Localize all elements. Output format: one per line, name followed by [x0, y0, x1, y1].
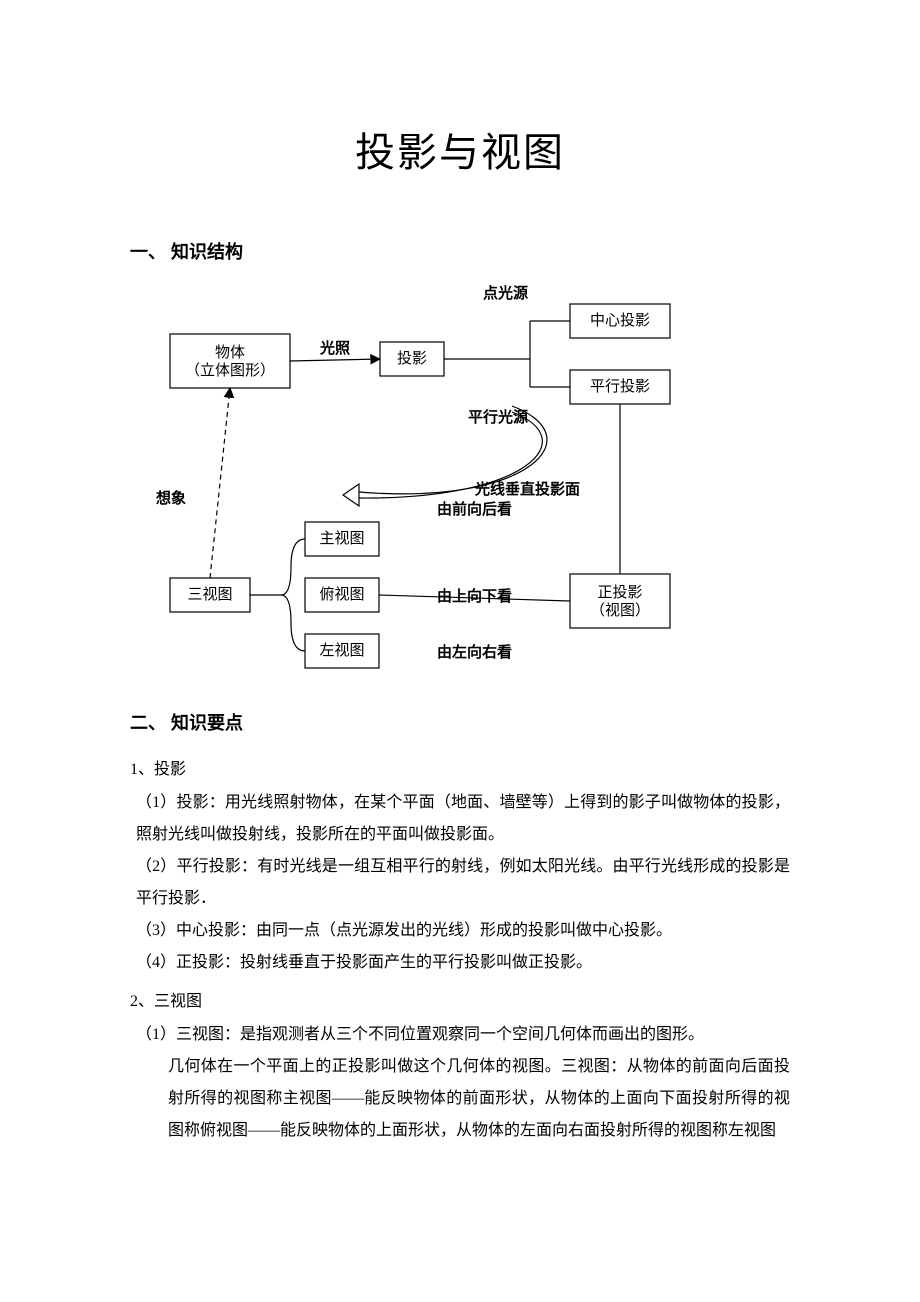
section2-heading: 二、 知识要点: [130, 709, 790, 735]
svg-text:想象: 想象: [155, 489, 186, 507]
topic2-item-lead: （1）三视图：是指观测者从三个不同位置观察同一个空间几何体而画出的图形。: [130, 1019, 790, 1051]
page-title: 投影与视图: [130, 120, 790, 178]
topic2-heading: 2、三视图: [130, 987, 790, 1011]
svg-text:光照: 光照: [319, 339, 350, 357]
svg-text:俯视图: 俯视图: [319, 586, 364, 603]
topic1-heading: 1、投影: [130, 755, 790, 779]
svg-text:（立体图形）: （立体图形）: [185, 362, 275, 379]
topic1-item-2: （2）平行投影：有时光线是一组互相平行的射线，例如太阳光线。由平行光线形成的投影…: [130, 851, 790, 915]
svg-text:由上向下看: 由上向下看: [437, 587, 512, 605]
topic1-item-3: （3）中心投影：由同一点（点光源发出的光线）形成的投影叫做中心投影。: [130, 915, 790, 947]
svg-text:中心投影: 中心投影: [590, 312, 650, 329]
svg-text:由前向后看: 由前向后看: [437, 500, 512, 518]
svg-text:物体: 物体: [215, 344, 245, 361]
svg-text:三视图: 三视图: [187, 586, 232, 603]
svg-text:平行光源: 平行光源: [468, 408, 528, 426]
svg-text:左视图: 左视图: [319, 642, 364, 659]
svg-text:正投影: 正投影: [597, 584, 642, 601]
topic2-item-body: 几何体在一个平面上的正投影叫做这个几何体的视图。三视图：从物体的前面向后面投射所…: [130, 1051, 790, 1147]
svg-text:主视图: 主视图: [319, 530, 364, 547]
svg-text:投影: 投影: [397, 350, 427, 367]
topic1-item-4: （4）正投影：投射线垂直于投影面产生的平行投影叫做正投影。: [130, 947, 790, 979]
section1-heading: 一、 知识结构: [130, 238, 790, 264]
svg-text:（视图）: （视图）: [590, 602, 650, 619]
svg-text:由左向右看: 由左向右看: [437, 643, 512, 661]
svg-text:平行投影: 平行投影: [590, 378, 650, 395]
knowledge-structure-diagram: 物体（立体图形） 投影 中心投影平行投影正投影（视图） 主视图俯视图左视图 三视图 光照 点…: [130, 284, 790, 689]
topic1-item-1: （1）投影：用光线照射物体，在某个平面（地面、墙壁等）上得到的影子叫做物体的投影…: [130, 787, 790, 851]
svg-text:点光源: 点光源: [483, 284, 528, 302]
